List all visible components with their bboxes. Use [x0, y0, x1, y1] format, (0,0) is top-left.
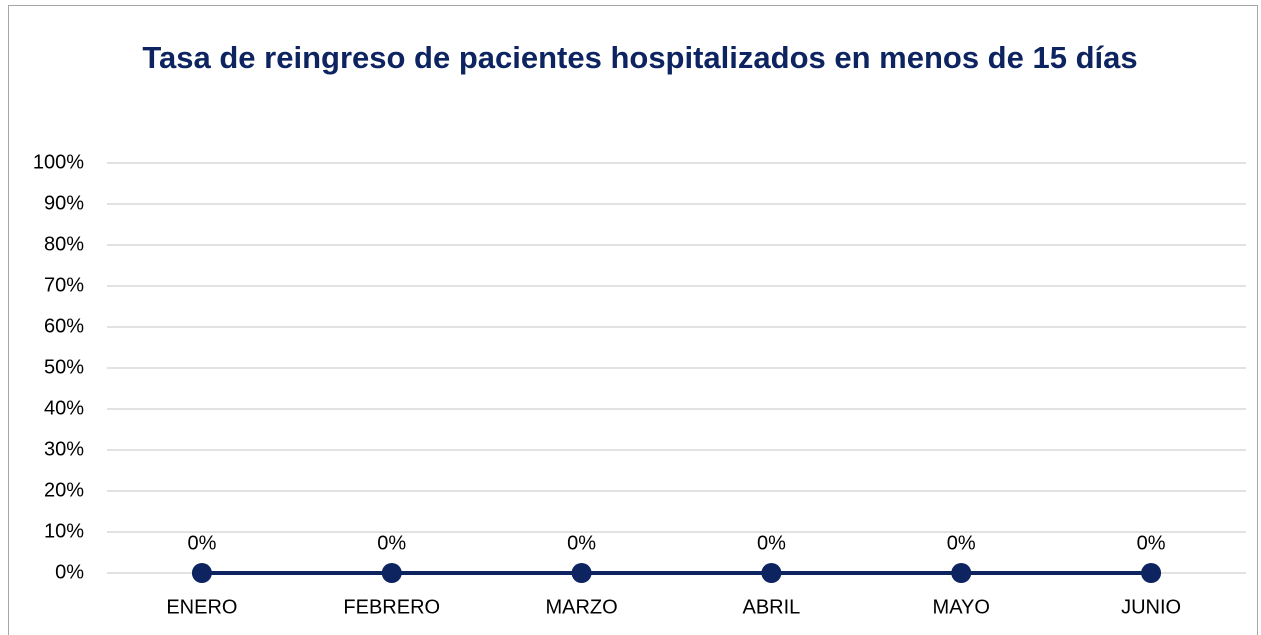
y-tick-label: 20% [44, 479, 84, 501]
point-marker [381, 563, 402, 583]
x-tick-label: MARZO [545, 596, 617, 618]
x-tick-label: ENERO [166, 596, 237, 618]
point-marker [1141, 563, 1162, 583]
y-tick-label: 80% [44, 233, 84, 255]
x-tick-label: FEBRERO [343, 596, 440, 618]
data-label: 0% [187, 532, 216, 554]
data-label: 0% [757, 532, 786, 554]
y-tick-label: 40% [44, 397, 84, 419]
y-tick-label: 100% [33, 151, 84, 173]
point-marker [191, 563, 212, 583]
x-tick-label: ABRIL [743, 596, 801, 618]
y-tick-label: 50% [44, 356, 84, 378]
y-tick-label: 90% [44, 192, 84, 214]
chart-title: Tasa de reingreso de pacientes hospitali… [142, 40, 1138, 75]
data-label: 0% [377, 532, 406, 554]
y-tick-label: 10% [44, 520, 84, 542]
y-tick-label: 0% [55, 561, 84, 583]
point-marker [571, 563, 592, 583]
data-label: 0% [947, 532, 976, 554]
y-tick-label: 70% [44, 274, 84, 296]
y-tick-label: 60% [44, 315, 84, 337]
point-marker [951, 563, 972, 583]
data-label: 0% [1137, 532, 1166, 554]
x-tick-label: MAYO [933, 596, 990, 618]
y-tick-label: 30% [44, 438, 84, 460]
x-tick-label: JUNIO [1121, 596, 1181, 618]
chart-frame [8, 5, 1258, 635]
point-marker [761, 563, 782, 583]
data-label: 0% [567, 532, 596, 554]
